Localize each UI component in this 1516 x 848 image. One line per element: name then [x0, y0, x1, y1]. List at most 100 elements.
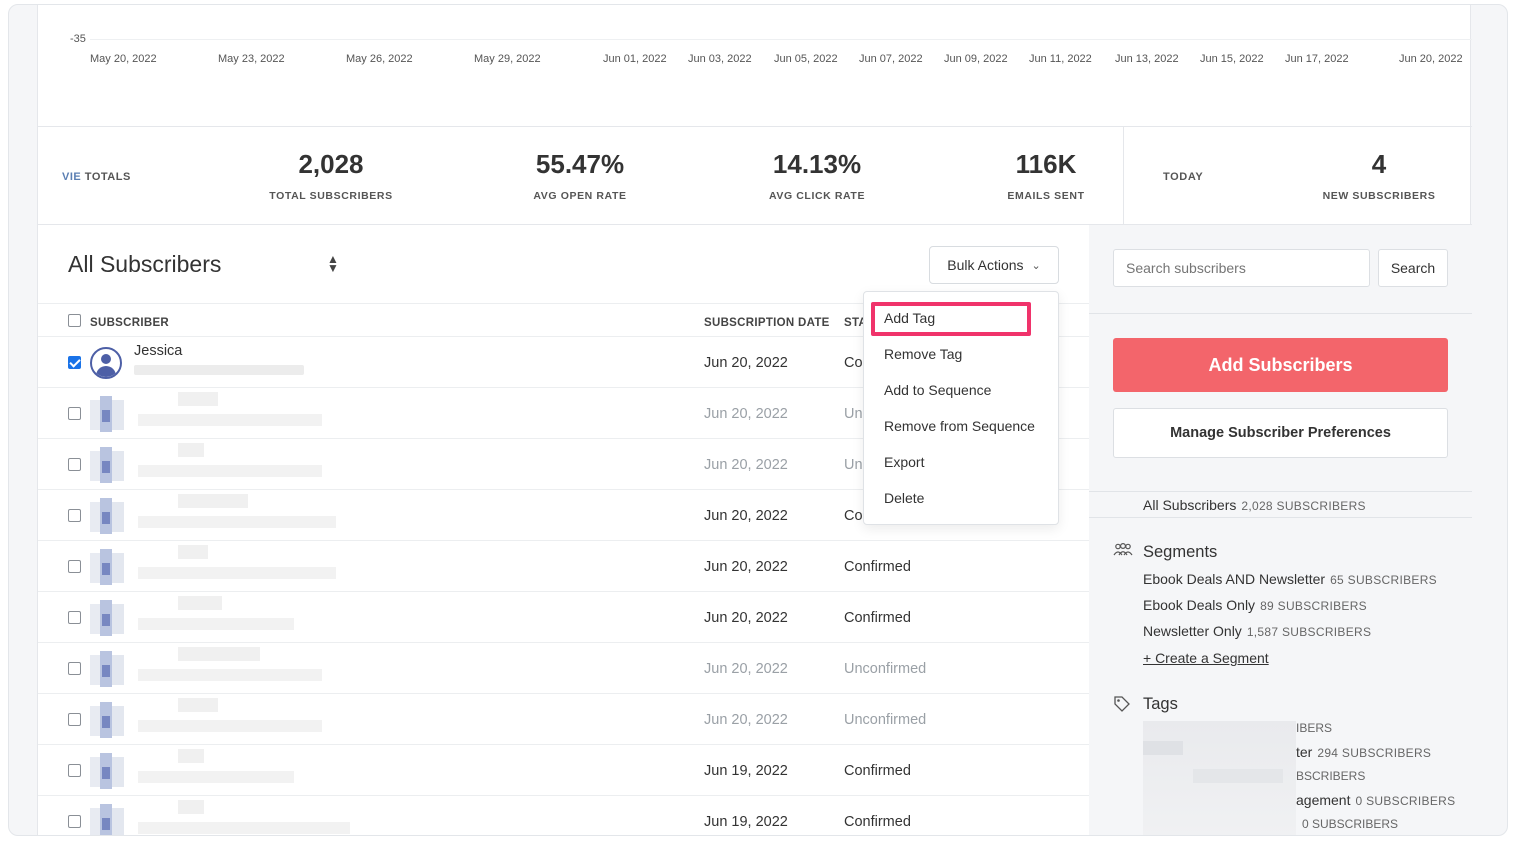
row-checkbox[interactable]: [68, 611, 81, 624]
tag-item[interactable]: 0 SUBSCRIBERS: [1302, 817, 1398, 831]
sidebar-divider: [1089, 517, 1472, 518]
tag-count: 0 SUBSCRIBERS: [1302, 817, 1399, 831]
all-subscribers-link[interactable]: All Subscribers 2,028 SUBSCRIBERS: [1143, 497, 1366, 513]
row-checkbox[interactable]: [68, 458, 81, 471]
row-checkbox[interactable]: [68, 407, 81, 420]
menu-item-remove-from-sequence[interactable]: Remove from Sequence: [884, 418, 1035, 434]
chart-axis-area: -35 May 20, 2022 May 23, 2022 May 26, 20…: [38, 5, 1472, 127]
segment-count: 65 SUBSCRIBERS: [1330, 573, 1437, 587]
bulk-actions-label: Bulk Actions: [947, 257, 1024, 273]
subscription-date: Jun 20, 2022: [704, 712, 788, 728]
tag-item[interactable]: ter 294 SUBSCRIBERS: [1296, 744, 1431, 760]
subscription-date: Jun 20, 2022: [704, 355, 788, 371]
table-row[interactable]: Jun 20, 2022 Unconfirmed: [38, 694, 1089, 745]
x-tick-label: Jun 13, 2022: [1115, 53, 1179, 65]
tag-icon: [1113, 695, 1131, 717]
menu-item-remove-tag[interactable]: Remove Tag: [884, 346, 963, 362]
select-all-checkbox[interactable]: [68, 314, 81, 327]
x-tick-label: May 20, 2022: [90, 53, 157, 65]
chart-baseline: [90, 39, 1472, 40]
tag-count: 294 SUBSCRIBERS: [1317, 746, 1432, 760]
manage-subscriber-preferences-button[interactable]: Manage Subscriber Preferences: [1113, 408, 1448, 458]
tag-name: agement: [1296, 792, 1351, 808]
column-subscriber[interactable]: SUBSCRIBER: [90, 317, 170, 329]
add-subscribers-button[interactable]: Add Subscribers: [1113, 338, 1448, 392]
table-row[interactable]: Jun 20, 2022 Confirmed: [38, 541, 1089, 592]
avatar-redacted: [90, 447, 126, 483]
subscriber-email-redacted: [138, 771, 294, 783]
row-checkbox[interactable]: [68, 764, 81, 777]
table-row[interactable]: Jun 19, 2022 Confirmed: [38, 745, 1089, 796]
tag-item[interactable]: agement 0 SUBSCRIBERS: [1296, 792, 1455, 808]
subscriber-status: Unconfirmed: [844, 712, 927, 728]
subscriber-name-redacted: [178, 596, 222, 610]
subscriber-status: Unconfirmed: [844, 661, 927, 677]
menu-item-export[interactable]: Export: [884, 454, 925, 470]
segment-item[interactable]: Ebook Deals Only 89 SUBSCRIBERS: [1143, 597, 1367, 613]
x-tick-label: May 23, 2022: [218, 53, 285, 65]
x-tick-label: Jun 03, 2022: [688, 53, 752, 65]
subscription-date: Jun 20, 2022: [704, 610, 788, 626]
row-checkbox[interactable]: [68, 509, 81, 522]
bulk-actions-button[interactable]: Bulk Actions ⌄: [929, 246, 1059, 284]
table-row[interactable]: Jun 20, 2022 Un: [38, 388, 1089, 439]
segment-item[interactable]: Newsletter Only 1,587 SUBSCRIBERS: [1143, 623, 1371, 639]
segments-title: Segments: [1143, 543, 1218, 561]
table-row[interactable]: Jun 20, 2022 Confirmed: [38, 592, 1089, 643]
people-icon: [1113, 542, 1133, 561]
table-row[interactable]: Jun 20, 2022 Unconfirmed: [38, 643, 1089, 694]
table-row[interactable]: Jun 20, 2022 Co: [38, 490, 1089, 541]
menu-item-delete[interactable]: Delete: [884, 490, 925, 506]
stat-label: TOTAL SUBSCRIBERS: [269, 190, 393, 202]
subscriber-email-redacted: [138, 414, 322, 426]
table-row[interactable]: Jun 20, 2022 Un: [38, 439, 1089, 490]
subscriber-email-redacted: [138, 465, 322, 477]
app-frame: -35 May 20, 2022 May 23, 2022 May 26, 20…: [8, 4, 1508, 836]
sidebar-divider: [1089, 313, 1472, 314]
subscription-date: Jun 20, 2022: [704, 661, 788, 677]
subscriber-name-redacted: [178, 647, 260, 661]
subscriber-status: Confirmed: [844, 610, 911, 626]
tag-item[interactable]: BSCRIBERS: [1296, 769, 1365, 783]
sort-arrows-icon[interactable]: ▲ ▼: [327, 252, 339, 275]
totals-label-text: TOTALS: [84, 171, 131, 183]
tag-item[interactable]: IBERS: [1296, 721, 1332, 735]
table-row[interactable]: Jessica Jun 20, 2022 Co: [38, 337, 1089, 388]
column-subscription-date[interactable]: SUBSCRIPTION DATE: [704, 317, 830, 329]
list-title[interactable]: All Subscribers: [68, 251, 222, 277]
x-tick-label: May 26, 2022: [346, 53, 413, 65]
x-tick-label: Jun 17, 2022: [1285, 53, 1349, 65]
subscription-date: Jun 20, 2022: [704, 508, 788, 524]
subscription-date: Jun 20, 2022: [704, 406, 788, 422]
stat-label: AVG CLICK RATE: [768, 190, 866, 202]
all-subscribers-label: All Subscribers: [1143, 497, 1237, 513]
subscriber-name[interactable]: Jessica: [134, 343, 183, 359]
subscriber-name-redacted: [178, 749, 204, 763]
avatar-redacted: [90, 498, 126, 534]
add-tag-highlight: [871, 302, 1031, 336]
avatar-redacted: [90, 651, 126, 687]
table-row[interactable]: Jun 19, 2022 Confirmed: [38, 796, 1089, 835]
search-subscribers-input[interactable]: [1113, 249, 1370, 287]
subscriber-name-redacted: [178, 392, 218, 406]
subscriber-email-redacted: [138, 669, 322, 681]
subscriber-status: Confirmed: [844, 814, 911, 830]
subscriber-status: Un: [844, 406, 863, 422]
row-checkbox[interactable]: [68, 713, 81, 726]
row-checkbox[interactable]: [68, 356, 81, 369]
column-status[interactable]: STA: [844, 317, 868, 329]
menu-item-add-tag[interactable]: Add Tag: [884, 310, 936, 326]
avatar-redacted: [90, 600, 126, 636]
segment-item[interactable]: Ebook Deals AND Newsletter 65 SUBSCRIBERS: [1143, 571, 1437, 587]
row-checkbox[interactable]: [68, 815, 81, 828]
row-checkbox[interactable]: [68, 662, 81, 675]
menu-item-add-to-sequence[interactable]: Add to Sequence: [884, 382, 992, 398]
all-subscribers-count: 2,028 SUBSCRIBERS: [1241, 499, 1366, 513]
create-segment-link[interactable]: + Create a Segment: [1143, 650, 1269, 666]
row-checkbox[interactable]: [68, 560, 81, 573]
search-button[interactable]: Search: [1378, 249, 1448, 287]
subscriber-status: Un: [844, 457, 863, 473]
bulk-actions-menu: Add Tag Remove Tag Add to Sequence Remov…: [863, 291, 1059, 525]
tag-count: IBERS: [1296, 721, 1333, 735]
stat-label: NEW SUBSCRIBERS: [1322, 190, 1436, 202]
